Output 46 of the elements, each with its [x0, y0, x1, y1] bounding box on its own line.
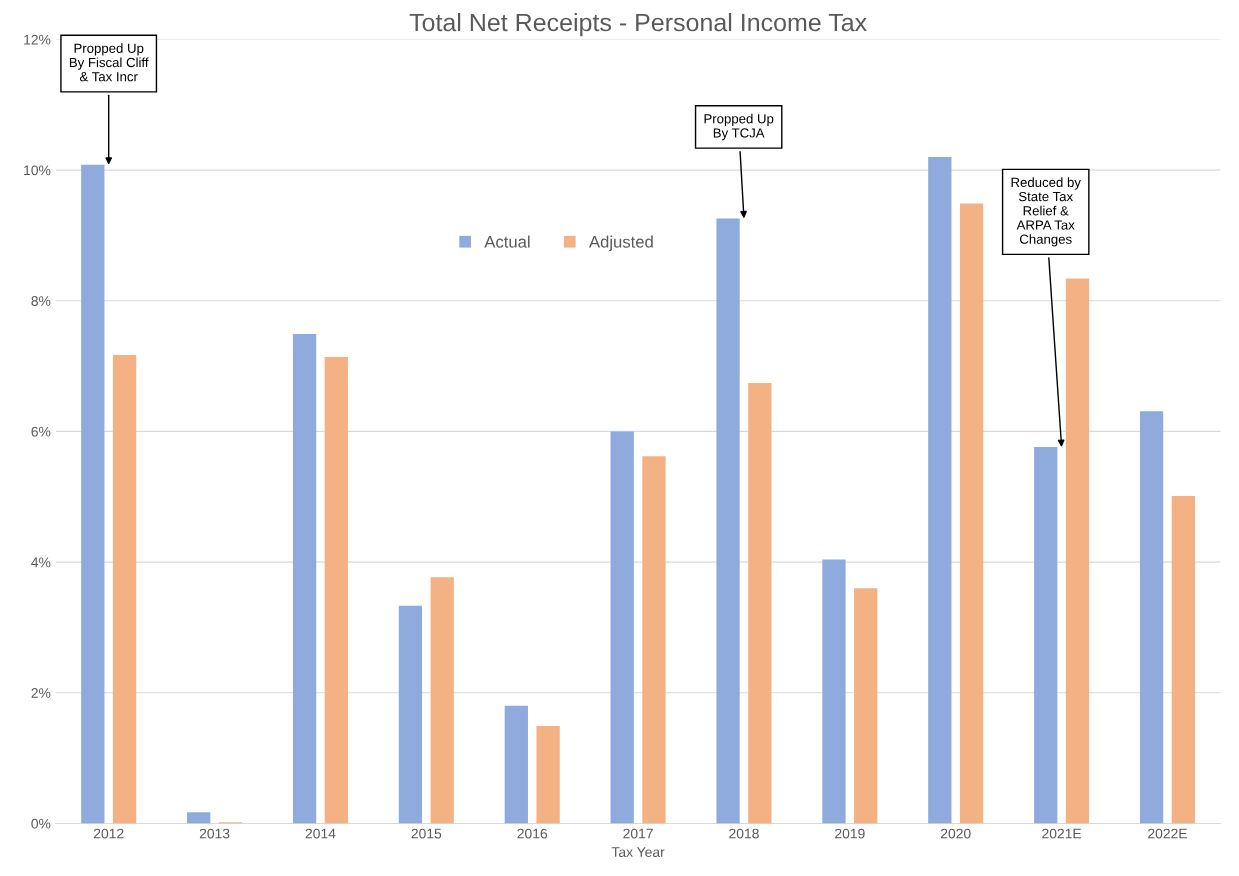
chart-title: Total Net Receipts - Personal Income Tax: [409, 12, 867, 37]
bar: [610, 431, 634, 824]
bar: [1065, 278, 1090, 824]
x-tick-label: 2018: [729, 828, 759, 839]
x-axis-title: Tax Year: [611, 847, 665, 858]
bar: [81, 164, 105, 824]
bar: [959, 203, 984, 824]
x-tick-label: 2012: [93, 828, 124, 839]
x-tick-label: 2015: [411, 828, 442, 839]
legend-label: Actual: [484, 235, 530, 248]
bar: [504, 705, 528, 824]
bar: [716, 218, 740, 824]
bar: [748, 383, 772, 824]
bar: [928, 157, 952, 824]
bar: [398, 605, 423, 824]
y-tick-label: 8%: [31, 296, 51, 306]
bar: [1171, 496, 1195, 824]
bar: [1034, 447, 1058, 824]
bar: [112, 354, 137, 824]
bar: [430, 577, 454, 824]
bar: [536, 726, 560, 824]
x-tick-label: 2020: [940, 828, 971, 839]
bar: [1139, 411, 1164, 824]
x-tick-label: 2017: [623, 828, 653, 839]
bar: [324, 356, 348, 824]
x-tick-label: 2022E: [1148, 828, 1187, 839]
x-tick-label: 2019: [835, 828, 865, 839]
x-tick-label: 2014: [305, 828, 336, 839]
bar: [187, 812, 211, 824]
y-tick-label: 10%: [24, 165, 51, 176]
annotation: Propped Up By Fiscal Cliff & Tax Incr: [69, 43, 149, 82]
x-tick-label: 2021E: [1042, 828, 1082, 839]
y-tick-label: 0%: [31, 818, 51, 829]
bar: [822, 559, 846, 824]
x-tick-label: 2013: [199, 828, 230, 839]
y-tick-label: 12%: [24, 34, 51, 45]
bar: [854, 588, 878, 824]
annotation: Propped Up By TCJA: [704, 113, 774, 141]
bar: [642, 456, 666, 824]
legend-label: Adjusted: [588, 235, 653, 252]
bar: [292, 334, 317, 824]
x-tick-label: 2016: [517, 828, 548, 839]
annotation: Reduced by State Tax Relief & ARPA Tax Changes: [1011, 177, 1081, 247]
y-tick-label: 4%: [31, 557, 51, 568]
y-tick-label: 6%: [31, 426, 51, 437]
y-tick-label: 2%: [31, 688, 51, 698]
